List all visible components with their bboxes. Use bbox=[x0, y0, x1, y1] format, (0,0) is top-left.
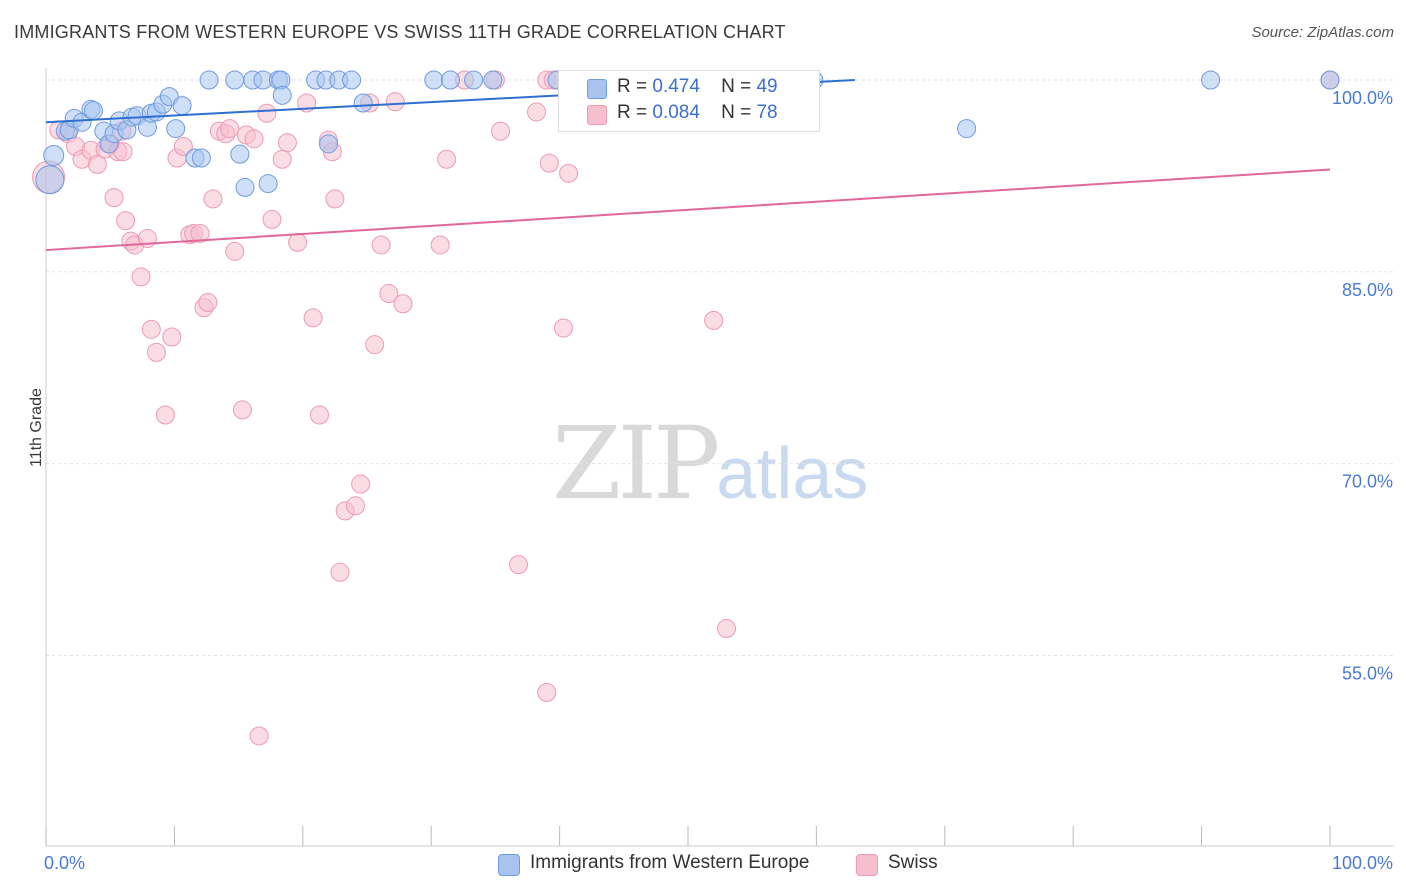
legend-r-label: R = bbox=[617, 76, 648, 97]
legend-n-value: 78 bbox=[756, 102, 778, 123]
chart-title: IMMIGRANTS FROM WESTERN EUROPE VS SWISS … bbox=[14, 22, 786, 42]
data-point bbox=[539, 153, 559, 173]
data-point bbox=[141, 319, 161, 339]
data-point bbox=[379, 284, 399, 304]
data-point bbox=[1320, 70, 1340, 90]
data-point bbox=[220, 119, 240, 139]
data-point bbox=[35, 165, 65, 195]
data-point bbox=[262, 209, 282, 229]
data-point bbox=[342, 70, 362, 90]
data-point bbox=[146, 342, 166, 362]
data-point bbox=[437, 149, 457, 169]
data-point bbox=[464, 70, 484, 90]
source-label: Source: ZipAtlas.com bbox=[1251, 24, 1394, 41]
legend-label: Immigrants from Western Europe bbox=[530, 852, 810, 873]
legend-label: Swiss bbox=[888, 852, 938, 873]
data-point bbox=[84, 101, 104, 121]
data-point bbox=[325, 189, 345, 209]
data-point bbox=[116, 211, 136, 231]
y-tick-label: 55.0% bbox=[1342, 663, 1393, 683]
data-point bbox=[225, 70, 245, 90]
legend-swatch-pink bbox=[587, 105, 607, 125]
data-point bbox=[257, 103, 277, 123]
data-point bbox=[371, 235, 391, 255]
data-point bbox=[526, 102, 546, 122]
data-point bbox=[87, 154, 107, 174]
data-point bbox=[166, 119, 186, 139]
data-point bbox=[244, 129, 264, 149]
data-point bbox=[198, 292, 218, 312]
data-point bbox=[424, 70, 444, 90]
data-point bbox=[277, 133, 297, 153]
data-point bbox=[43, 144, 65, 166]
data-point bbox=[235, 177, 255, 197]
data-point bbox=[353, 93, 373, 113]
legend-r-label: R = bbox=[617, 102, 648, 123]
legend-swatch-blue bbox=[498, 854, 520, 876]
data-point bbox=[559, 163, 579, 183]
data-point bbox=[345, 496, 365, 516]
data-point bbox=[491, 121, 511, 141]
data-point bbox=[230, 144, 250, 164]
data-point bbox=[483, 70, 503, 90]
data-point bbox=[704, 310, 724, 330]
data-point bbox=[509, 555, 529, 575]
data-point bbox=[553, 318, 573, 338]
data-point bbox=[131, 267, 151, 287]
correlation-legend: R = 0.474 N = 49 R = 0.084 N = 78 bbox=[558, 70, 820, 132]
y-axis-label: 11th Grade bbox=[28, 388, 45, 467]
data-point bbox=[957, 119, 977, 139]
data-point bbox=[173, 136, 193, 156]
data-point bbox=[272, 149, 292, 169]
tick-labels: 100.0% 85.0% 70.0% 55.0% 0.0% 100.0% bbox=[44, 88, 1393, 873]
legend-r-value: 0.474 bbox=[652, 76, 700, 97]
x-tick-label: 100.0% bbox=[1332, 853, 1393, 873]
data-point bbox=[172, 96, 192, 116]
data-point bbox=[318, 134, 338, 154]
data-point bbox=[258, 174, 278, 194]
y-tick-label: 85.0% bbox=[1342, 280, 1393, 300]
data-point bbox=[385, 92, 405, 112]
trend-line-swiss bbox=[45, 168, 1331, 252]
data-point bbox=[162, 327, 182, 347]
data-point bbox=[155, 405, 175, 425]
legend-swatch-blue bbox=[587, 79, 607, 99]
data-point bbox=[249, 726, 269, 746]
swiss-points bbox=[32, 70, 1340, 746]
data-point bbox=[537, 682, 557, 702]
data-point bbox=[272, 85, 292, 105]
legend-n-label: N = bbox=[721, 102, 752, 123]
data-point bbox=[393, 294, 413, 314]
watermark-atlas: atlas bbox=[716, 434, 869, 514]
data-point bbox=[351, 474, 371, 494]
legend-r-value: 0.084 bbox=[652, 102, 700, 123]
legend-n-label: N = bbox=[721, 76, 752, 97]
data-point bbox=[430, 235, 450, 255]
data-point bbox=[330, 562, 350, 582]
data-point bbox=[190, 223, 210, 243]
data-point bbox=[225, 241, 245, 261]
grid-lines bbox=[46, 79, 1394, 656]
legend-n-value: 49 bbox=[756, 76, 778, 97]
legend-swatch-pink bbox=[856, 854, 878, 876]
data-point bbox=[203, 189, 223, 209]
data-point bbox=[303, 308, 323, 328]
data-point bbox=[365, 335, 385, 355]
data-point bbox=[104, 188, 124, 208]
data-point bbox=[1201, 70, 1221, 90]
data-point bbox=[232, 400, 252, 420]
axes bbox=[45, 68, 1394, 847]
data-point bbox=[199, 70, 219, 90]
data-point bbox=[440, 70, 460, 90]
x-tick-label: 0.0% bbox=[44, 853, 85, 873]
data-point bbox=[309, 405, 329, 425]
data-point bbox=[717, 619, 737, 639]
y-tick-label: 100.0% bbox=[1332, 88, 1393, 108]
data-point bbox=[288, 232, 308, 252]
y-tick-label: 70.0% bbox=[1342, 472, 1393, 492]
data-point bbox=[191, 148, 211, 168]
